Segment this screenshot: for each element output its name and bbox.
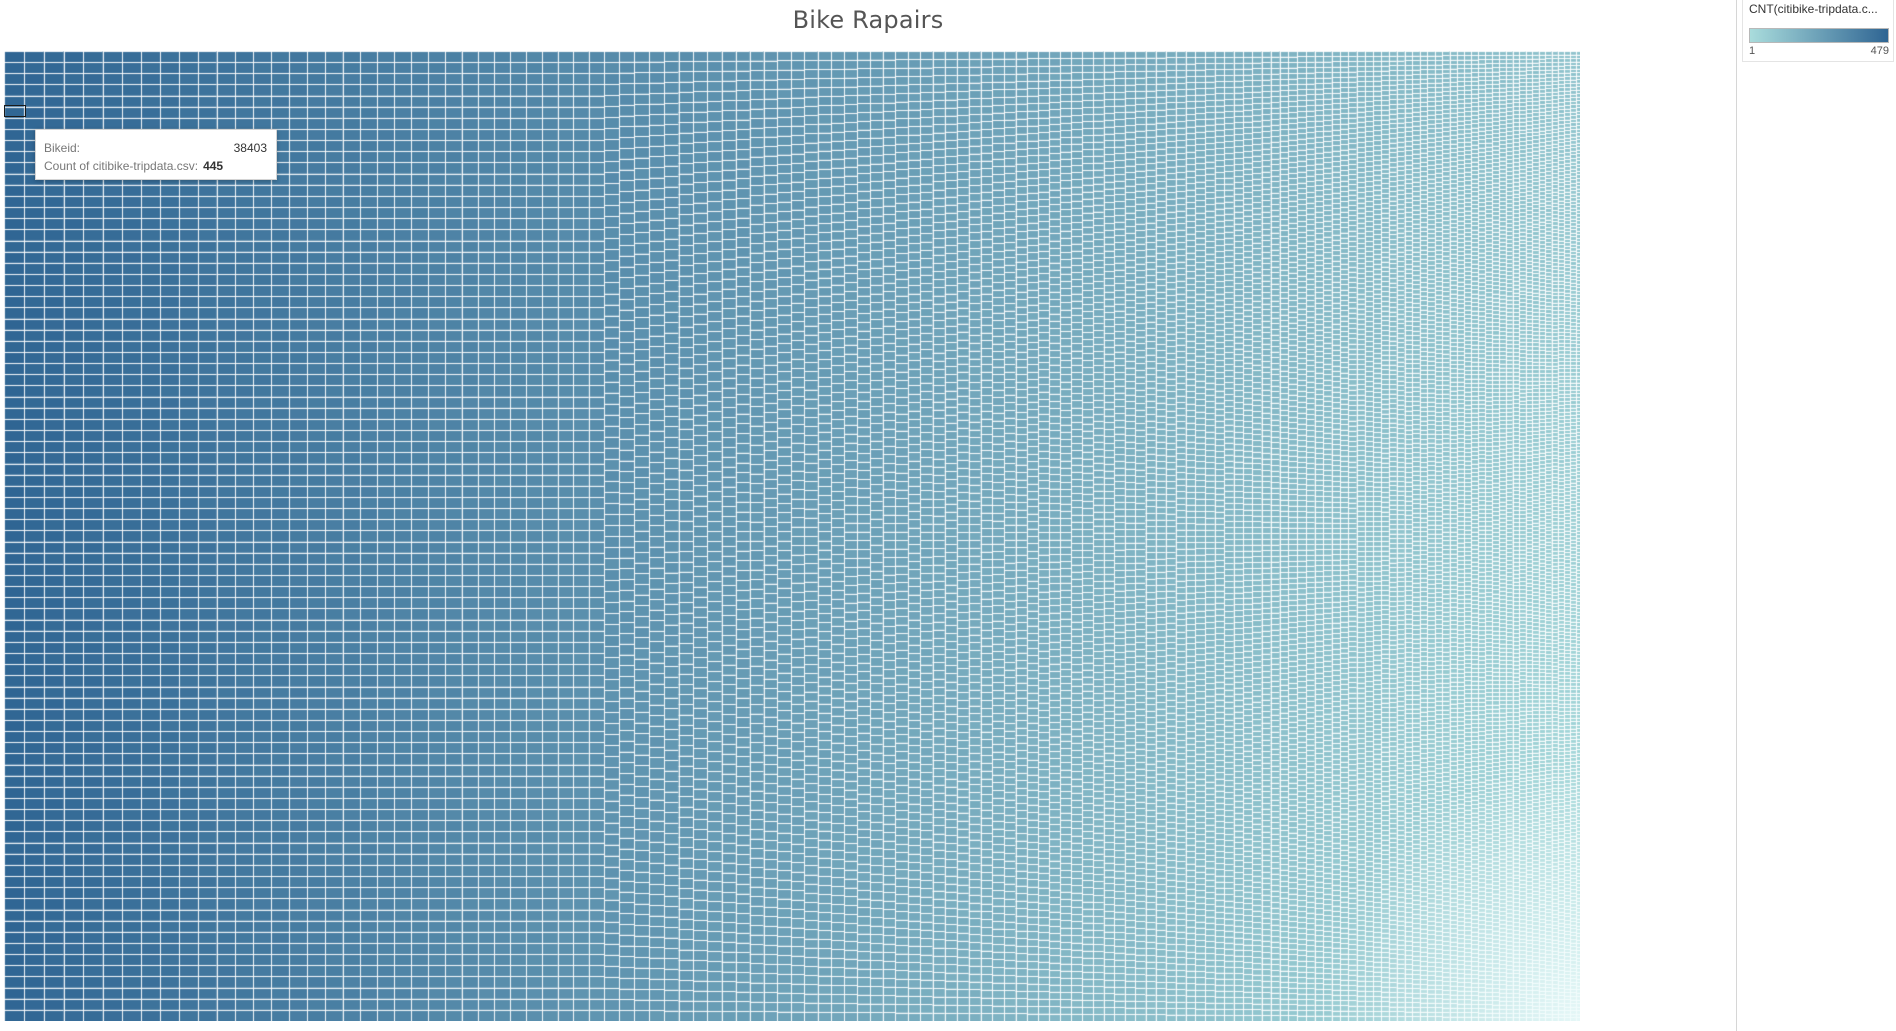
tooltip-bikeid-label: Bikeid: xyxy=(44,141,81,155)
chart-title: Bike Rapairs xyxy=(792,6,944,34)
tooltip-bikeid-value: 38403 xyxy=(233,141,267,155)
treemap-viz: Bike Rapairs Bikeid: 38403 Count of citi… xyxy=(4,6,1580,1021)
legend-max-value: 479 xyxy=(1870,45,1889,57)
tooltip-count-value: 445 xyxy=(203,159,224,173)
panel-divider xyxy=(1736,0,1737,1031)
tooltip-row-count: Count of citibike-tripdata.csv: 445 xyxy=(44,157,267,175)
tooltip-count-label: Count of citibike-tripdata.csv: xyxy=(44,159,199,173)
treemap-tiles[interactable] xyxy=(4,51,1580,1021)
tile-tooltip: Bikeid: 38403 Count of citibike-tripdata… xyxy=(35,129,277,180)
legend-min-value: 1 xyxy=(1749,45,1756,57)
treemap-area xyxy=(4,51,1580,1021)
legend-title: CNT(citibike-tripdata.c... xyxy=(1749,2,1878,16)
tooltip-row-bikeid: Bikeid: 38403 xyxy=(44,139,267,157)
legend-color-ramp xyxy=(1749,28,1889,43)
color-legend[interactable]: CNT(citibike-tripdata.c... 1 479 xyxy=(1742,0,1894,62)
